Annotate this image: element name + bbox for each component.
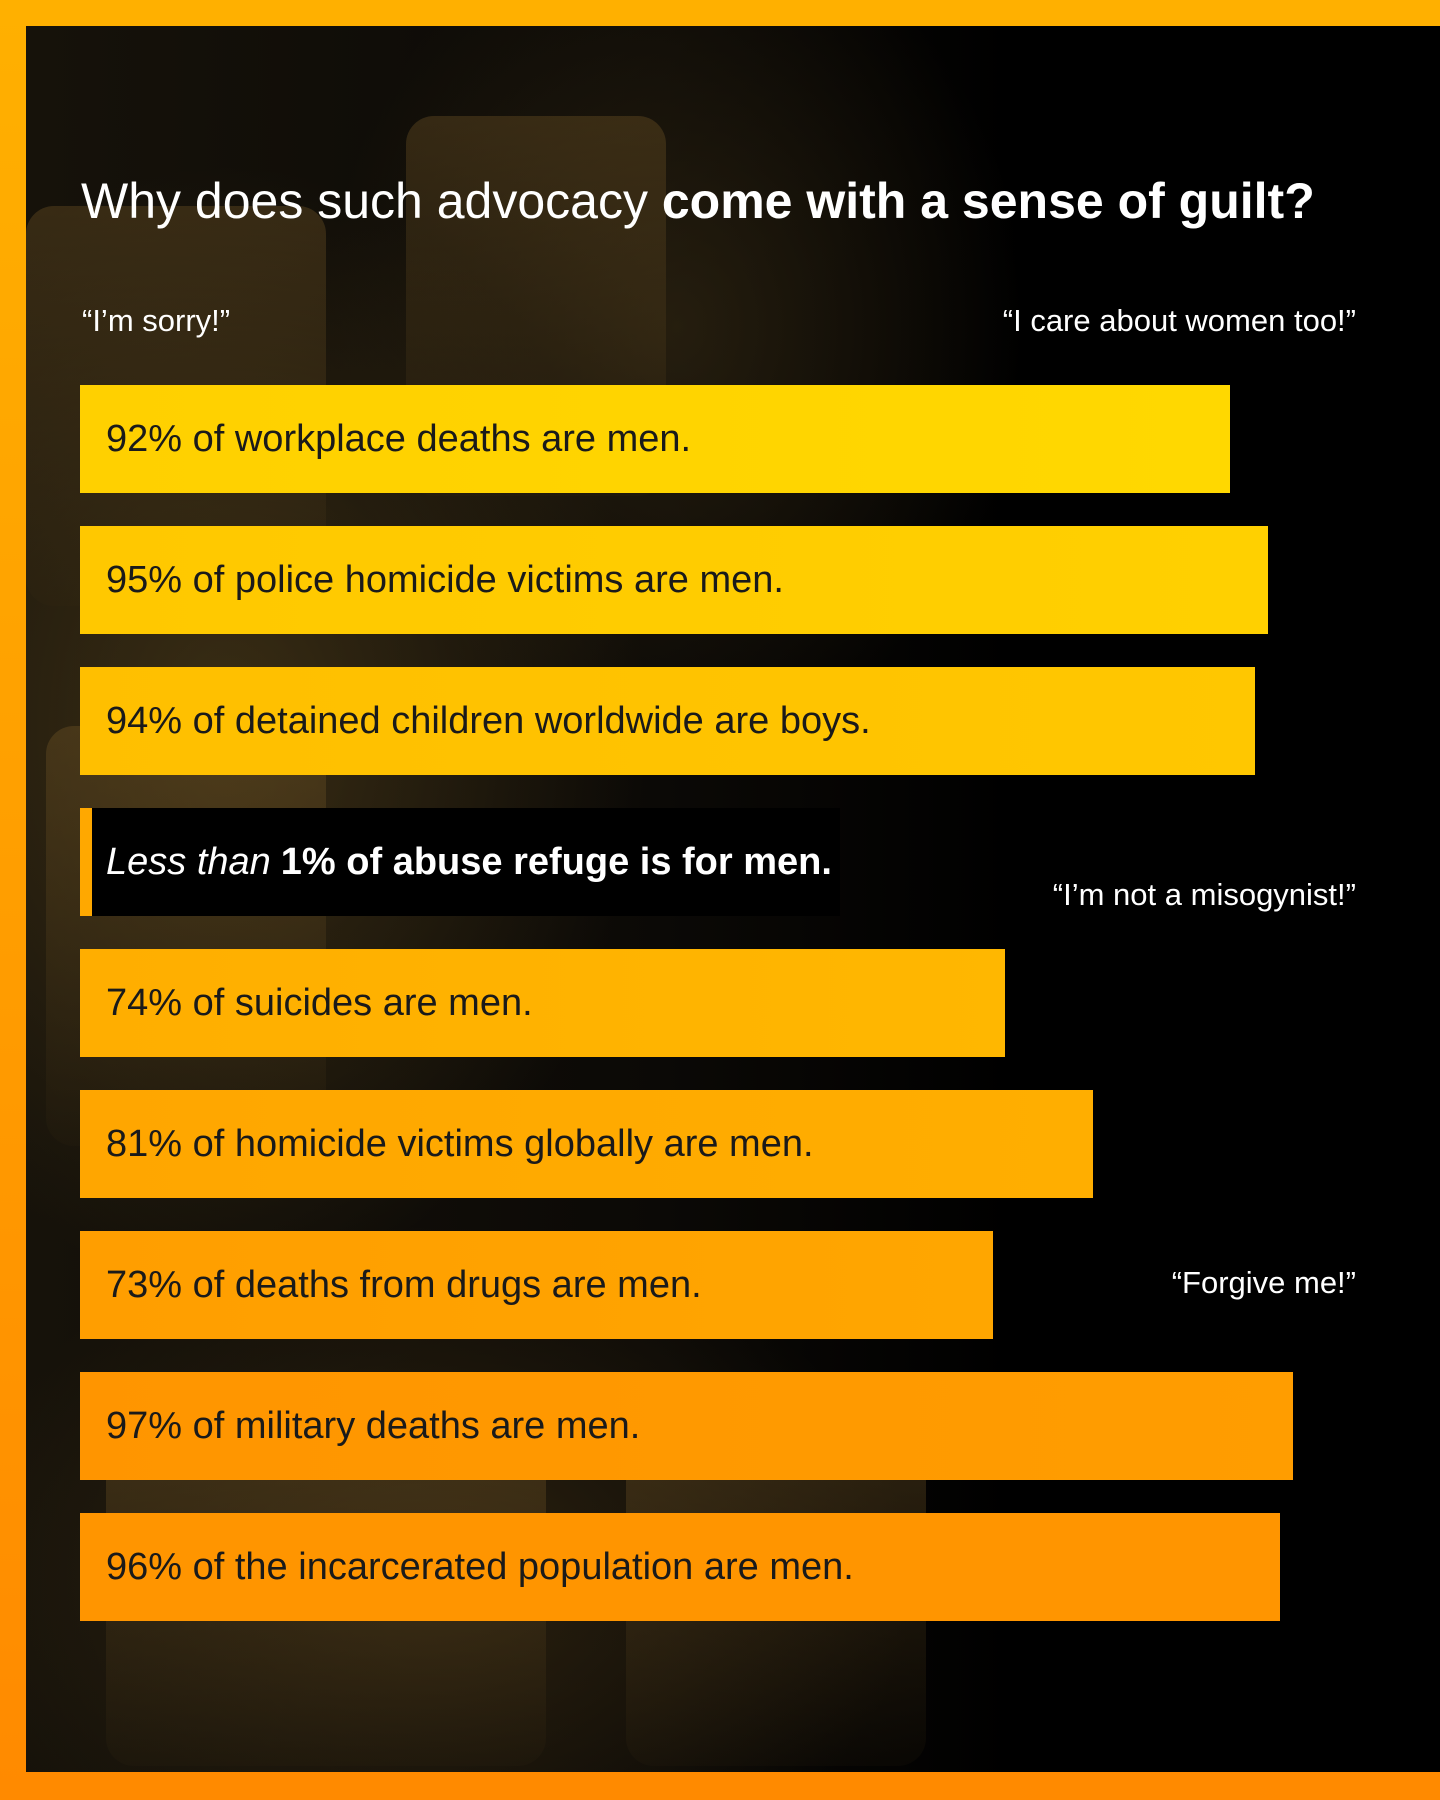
quote-sorry: “I’m sorry!”: [82, 303, 231, 338]
bar-label: 95% of police homicide victims are men.: [106, 558, 784, 601]
bar-label: 92% of workplace deaths are men.: [106, 417, 692, 460]
title-normal: Why does such advocacy: [81, 173, 648, 229]
bar: 95% of police homicide victims are men.: [80, 526, 1268, 634]
bar-label-prefix: Less than: [106, 840, 271, 883]
quote-misogynist: “I’m not a misogynist!”: [1052, 877, 1356, 912]
bar: 94% of detained children worldwide are b…: [80, 667, 1255, 775]
bar-label: 94% of detained children worldwide are b…: [106, 699, 871, 742]
bar: 74% of suicides are men.: [80, 949, 1005, 1057]
bar-label: 1% of abuse refuge is for men.: [280, 840, 832, 883]
bar: 96% of the incarcerated population are m…: [80, 1513, 1280, 1621]
chair-shape: [46, 726, 326, 1146]
quote-care: “I care about women too!”: [1002, 303, 1356, 338]
bar-label: 96% of the incarcerated population are m…: [106, 1545, 854, 1588]
bar: Less than 1% of abuse refuge is for men.: [80, 808, 840, 916]
page-title: Why does such advocacy come with a sense…: [81, 172, 1381, 230]
bar: 81% of homicide victims globally are men…: [80, 1090, 1093, 1198]
bar-label: 73% of deaths from drugs are men.: [106, 1263, 702, 1306]
bar-label: 81% of homicide victims globally are men…: [106, 1122, 814, 1165]
bar: 92% of workplace deaths are men.: [80, 385, 1230, 493]
quote-forgive: “Forgive me!”: [1171, 1265, 1356, 1300]
bar-label: 97% of military deaths are men.: [106, 1404, 641, 1447]
bar-label: 74% of suicides are men.: [106, 981, 533, 1024]
title-bold: come with a sense of guilt?: [661, 173, 1315, 229]
bar: 97% of military deaths are men.: [80, 1372, 1293, 1480]
bar: 73% of deaths from drugs are men.: [80, 1231, 993, 1339]
